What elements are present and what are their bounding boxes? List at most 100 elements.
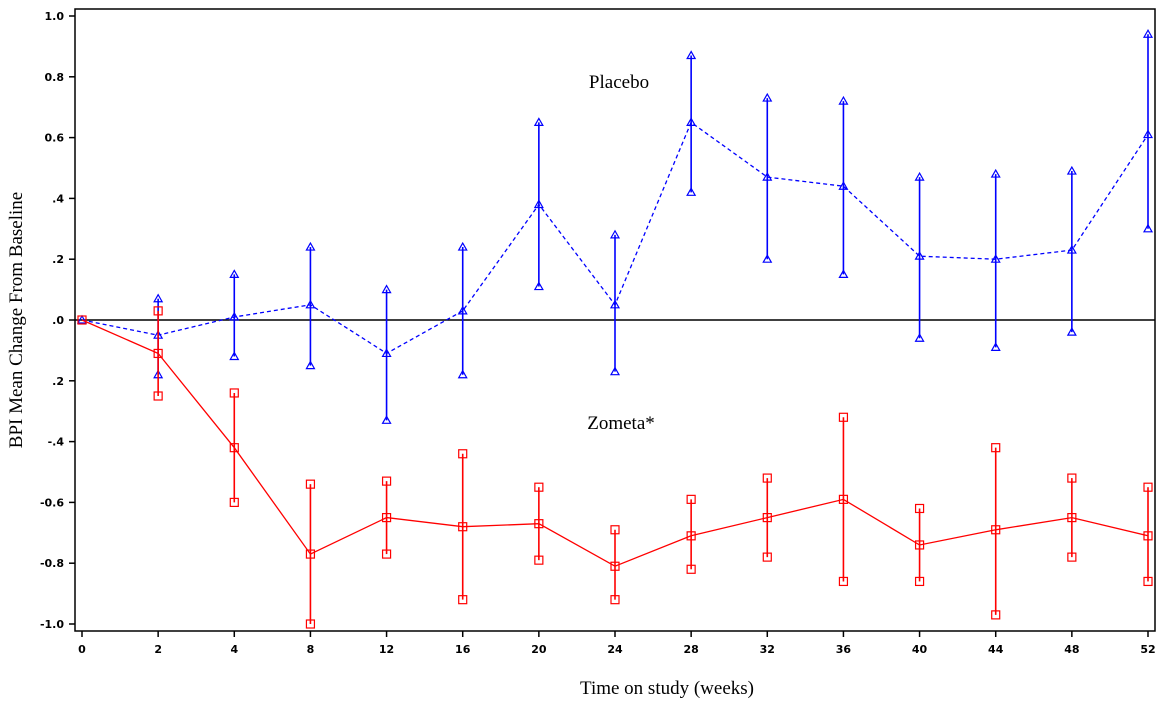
error-cap-low-placebo	[381, 415, 392, 424]
error-cap-low-placebo	[686, 187, 697, 196]
error-cap-low-zometa	[458, 595, 468, 605]
y-tick-label: .2	[52, 375, 64, 388]
error-cap-high-zometa	[991, 443, 1001, 453]
data-point-zometa	[305, 549, 316, 559]
y-tick-label: .4	[52, 192, 64, 205]
error-cap-high-zometa	[914, 503, 925, 514]
data-point-placebo	[457, 305, 468, 315]
x-tick-label: 4	[230, 643, 238, 656]
data-point-zometa	[229, 443, 239, 453]
error-cap-high-placebo	[762, 92, 773, 102]
error-cap-high-placebo	[1142, 29, 1154, 38]
y-tick-label: -1.0	[40, 618, 64, 631]
error-cap-high-placebo	[153, 293, 164, 303]
error-cap-low-placebo	[838, 269, 849, 278]
error-cap-low-placebo	[1066, 326, 1077, 336]
error-cap-high-zometa	[305, 479, 316, 489]
data-point-placebo	[76, 314, 88, 324]
y-tick-label: .0	[52, 314, 64, 327]
error-cap-high-placebo	[305, 241, 316, 251]
y-tick-label: 0.6	[45, 132, 65, 145]
x-tick-label: 28	[683, 643, 698, 656]
error-cap-low-placebo	[533, 281, 544, 291]
error-cap-high-placebo	[990, 168, 1001, 178]
x-tick-label: 52	[1140, 643, 1155, 656]
error-cap-high-zometa	[686, 494, 696, 504]
error-cap-high-placebo	[914, 171, 925, 181]
x-tick-label: 2	[154, 643, 162, 656]
error-cap-high-zometa	[534, 482, 544, 492]
error-cap-low-zometa	[610, 595, 620, 605]
data-point-placebo	[838, 181, 849, 190]
error-cap-low-zometa	[991, 610, 1001, 620]
data-point-placebo	[762, 171, 773, 181]
x-tick-label: 32	[760, 643, 775, 656]
error-cap-low-zometa	[1143, 576, 1153, 587]
y-tick-label: -0.8	[40, 557, 64, 570]
error-cap-low-zometa	[305, 619, 316, 629]
error-cap-high-zometa	[458, 449, 468, 459]
error-cap-low-zometa	[229, 497, 239, 507]
x-axis-ticks: 0 2 4 8 12 16 20 24 28 32 36 40 44 48 52	[78, 631, 1156, 656]
y-axis-title: BPI Mean Change From Baseline	[6, 192, 27, 448]
data-point-placebo	[533, 199, 544, 209]
error-cap-low-zometa	[1067, 552, 1077, 562]
data-point-placebo	[381, 348, 392, 358]
x-tick-label: 40	[912, 643, 928, 656]
error-cap-low-zometa	[153, 391, 163, 401]
data-point-zometa	[458, 522, 468, 532]
error-cap-low-zometa	[838, 576, 849, 587]
x-tick-label: 16	[455, 643, 471, 656]
series-layer	[76, 29, 1154, 629]
error-cap-low-placebo	[229, 351, 240, 361]
error-cap-low-placebo	[762, 253, 773, 263]
error-cap-low-zometa	[381, 549, 392, 559]
data-point-placebo	[990, 253, 1001, 263]
y-tick-label: 1.0	[45, 10, 65, 23]
data-point-zometa	[153, 348, 163, 359]
error-cap-high-placebo	[381, 284, 392, 294]
error-cap-high-placebo	[229, 269, 240, 278]
error-cap-low-zometa	[686, 564, 696, 574]
y-tick-label: -0.6	[40, 496, 64, 509]
data-point-zometa	[381, 512, 392, 523]
error-cap-low-placebo	[1142, 223, 1154, 233]
series-zometa	[77, 306, 1153, 629]
series-label-zometa: Zometa*	[587, 413, 655, 434]
error-cap-low-placebo	[914, 333, 925, 342]
x-tick-label: 44	[988, 643, 1004, 656]
x-tick-label: 0	[78, 643, 86, 656]
data-point-zometa	[77, 315, 87, 325]
data-point-placebo	[1142, 129, 1154, 139]
data-point-placebo	[914, 250, 925, 260]
data-point-placebo	[229, 311, 240, 321]
error-cap-high-zometa	[762, 473, 772, 483]
error-cap-low-zometa	[914, 576, 925, 587]
data-point-zometa	[686, 531, 696, 541]
data-point-zometa	[1067, 512, 1077, 523]
x-tick-label: 24	[607, 643, 623, 656]
y-axis-ticks: -1.0 -0.8 -0.6 -.4 .2 .0 .2 .4 0.6 0.8 1.0	[40, 10, 75, 631]
error-cap-low-placebo	[457, 369, 468, 379]
error-cap-high-zometa	[381, 476, 392, 486]
data-point-zometa	[534, 519, 544, 529]
error-cap-high-placebo	[457, 241, 468, 251]
data-point-zometa	[914, 540, 925, 550]
x-tick-label: 12	[379, 643, 394, 656]
data-point-zometa	[610, 561, 620, 571]
error-cap-high-placebo	[686, 50, 697, 60]
error-cap-low-placebo	[990, 342, 1001, 351]
error-cap-low-zometa	[762, 552, 772, 562]
error-cap-high-zometa	[153, 306, 163, 316]
data-point-placebo	[609, 299, 621, 309]
error-cap-high-zometa	[610, 525, 620, 535]
error-cap-high-zometa	[229, 388, 239, 398]
error-cap-high-placebo	[609, 229, 621, 239]
error-cap-high-placebo	[838, 95, 849, 105]
error-cap-high-zometa	[1143, 482, 1153, 492]
data-point-zometa	[1143, 531, 1153, 541]
x-axis-title: Time on study (weeks)	[580, 678, 754, 699]
error-cap-high-placebo	[1066, 165, 1077, 175]
